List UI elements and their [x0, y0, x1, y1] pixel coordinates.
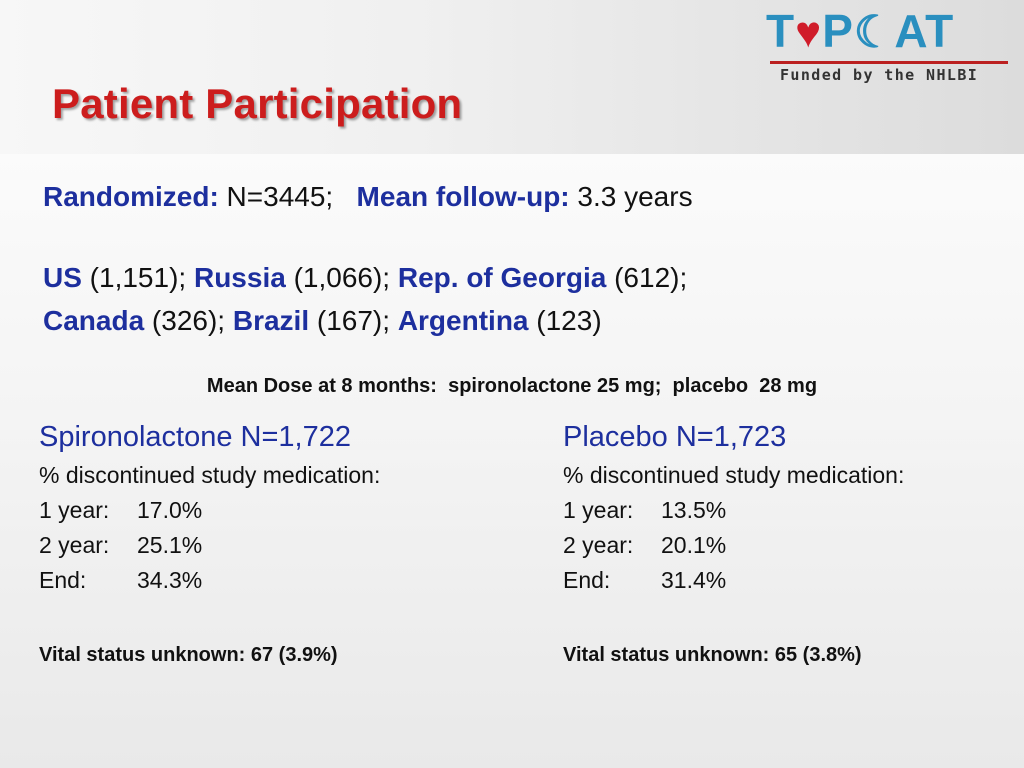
country-name: US [43, 262, 82, 293]
randomized-value: N=3445; [218, 181, 357, 212]
group-heading: Spironolactone N=1,722 [39, 421, 351, 453]
country-count: (326); [144, 305, 233, 336]
discontinued-row: 2 year: 20.1% [563, 528, 904, 563]
row-value: 34.3% [137, 567, 203, 593]
row-label: 2 year: [39, 532, 110, 558]
country-count: (1,066); [285, 262, 398, 293]
row-value: 13.5% [661, 497, 727, 523]
row-value: 25.1% [137, 532, 203, 558]
discontinued-row: 1 year: 13.5% [563, 493, 904, 528]
discontinued-label: % discontinued study medication: [39, 462, 381, 488]
discontinued-row: End: 34.3% [39, 563, 380, 598]
logo-letter-p: P [822, 5, 854, 57]
randomized-line: Randomized: N=3445; Mean follow-up: 3.3 … [43, 181, 693, 213]
logo-letter-t: T [766, 5, 796, 57]
row-value: 17.0% [137, 497, 203, 523]
row-value: 31.4% [661, 567, 727, 593]
row-label: End: [563, 567, 611, 593]
discontinued-label: % discontinued study medication: [563, 462, 905, 488]
logo-funded-text: Funded by the NHLBI [780, 66, 979, 84]
countries-line-2: Canada (326); Brazil (167); Argentina (1… [43, 305, 602, 337]
discontinued-row: 2 year: 25.1% [39, 528, 380, 563]
country-count: (1,151); [81, 262, 194, 293]
mean-dose-line: Mean Dose at 8 months: spironolactone 25… [206, 375, 818, 397]
vital-status: Vital status unknown: 65 (3.8%) [563, 644, 862, 666]
heart-icon: ♥ [795, 8, 823, 57]
vital-status: Vital status unknown: 67 (3.9%) [39, 644, 338, 666]
row-label: End: [39, 567, 87, 593]
randomized-label: Randomized: [43, 181, 219, 212]
country-name: Russia [193, 262, 286, 293]
country-name: Rep. of Georgia [397, 262, 607, 293]
slide-title: Patient Participation [52, 80, 463, 127]
logo-wordmark: T♥P☾AT [766, 5, 955, 57]
spironolactone-column: Spironolactone N=1,722 % discontinued st… [39, 420, 380, 667]
country-name: Canada [43, 305, 145, 336]
country-count: (167); [309, 305, 398, 336]
logo-letters-at: AT [894, 5, 955, 57]
countries-line-1: US (1,151); Russia (1,066); Rep. of Geor… [43, 262, 687, 294]
country-name: Argentina [397, 305, 529, 336]
crescent-moon-icon: ☾ [853, 8, 895, 57]
row-label: 1 year: [39, 497, 110, 523]
country-count: (123) [528, 305, 602, 336]
topcat-logo: T♥P☾AT Funded by the NHLBI [766, 6, 1012, 88]
discontinued-row: End: 31.4% [563, 563, 904, 598]
placebo-column: Placebo N=1,723 % discontinued study med… [563, 420, 904, 667]
country-count: (612); [606, 262, 688, 293]
row-label: 1 year: [563, 497, 634, 523]
discontinued-row: 1 year: 17.0% [39, 493, 380, 528]
followup-label: Mean follow-up: [356, 181, 570, 212]
group-heading: Placebo N=1,723 [563, 421, 787, 453]
logo-divider [770, 61, 1008, 64]
header-band [0, 0, 1024, 154]
followup-value: 3.3 years [569, 181, 693, 212]
row-label: 2 year: [563, 532, 634, 558]
row-value: 20.1% [661, 532, 727, 558]
country-name: Brazil [232, 305, 310, 336]
